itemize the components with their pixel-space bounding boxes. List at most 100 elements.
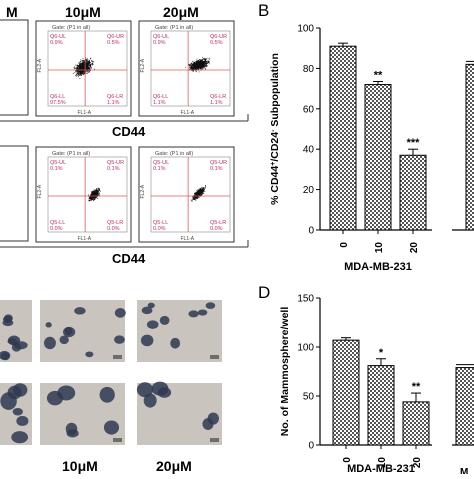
col-label-0: M (6, 4, 18, 20)
scatter-dot (97, 190, 99, 192)
scatter-dot (199, 189, 201, 191)
scatter-dot (191, 66, 193, 67)
scatter-dot (198, 61, 199, 62)
y-axis-label-part: - (270, 129, 277, 132)
plot-ylabel: FL2-A (140, 184, 146, 198)
scatter-dot (195, 61, 197, 63)
scatter-dot (98, 194, 100, 196)
quad-ur-value: 0.5% (210, 40, 223, 46)
mammosphere-blob (207, 412, 219, 425)
y-tick-label: 20 (303, 185, 315, 196)
scatter-dot (197, 193, 199, 195)
scatter-dot (80, 59, 82, 61)
scatter-dot (90, 195, 92, 196)
scatter-dot (91, 196, 93, 198)
scatter-dot (196, 65, 198, 67)
scatter-dot (195, 192, 196, 194)
scatter-dot (94, 191, 96, 192)
mammosphere-blob (197, 309, 208, 316)
scatter-dot (80, 68, 82, 70)
quad-ur-label: Q6-UR (107, 34, 124, 40)
scatter-dot (93, 199, 95, 201)
scatter-dot (198, 66, 200, 68)
scatter-dot (86, 62, 87, 64)
scatter-dot (197, 67, 199, 69)
scatter-dot (86, 64, 88, 66)
scatter-dot (78, 65, 80, 67)
scatter-dot (203, 62, 205, 64)
scatter-dot (203, 61, 205, 63)
scatter-dot (197, 60, 198, 62)
scatter-dot (80, 75, 82, 76)
scatter-dot (76, 68, 77, 70)
scatter-dot (201, 68, 203, 70)
scatter-dot (83, 74, 85, 76)
scatter-dot (196, 66, 198, 68)
scatter-dot (88, 198, 90, 200)
y-axis-label-part: + (270, 162, 277, 166)
scatter-dot (200, 194, 201, 196)
scatter-dot (200, 64, 202, 66)
scatter-dot (88, 65, 89, 66)
scatter-dot (77, 65, 79, 67)
scatter-dot (198, 61, 200, 63)
scatter-dot (82, 66, 84, 67)
scatter-dot (97, 194, 99, 196)
scatter-dot (80, 67, 82, 69)
scatter-dot (190, 65, 191, 67)
scatter-dot (83, 63, 85, 65)
scatter-dot (199, 62, 201, 63)
scatter-dot (207, 65, 209, 67)
scatter-dot (198, 194, 200, 196)
scatter-dot (86, 60, 87, 62)
scatter-dot (96, 189, 97, 191)
scatter-dot (84, 66, 86, 68)
scatter-dot (94, 189, 96, 191)
scatter-dot (198, 63, 200, 65)
scatter-dot (87, 72, 88, 74)
scatter-dot (201, 65, 203, 67)
scatter-dot (200, 191, 202, 193)
scatter-dot (196, 68, 198, 70)
scatter-dot (95, 190, 97, 192)
scatter-dot (199, 65, 200, 67)
scatter-dot (84, 62, 85, 64)
scatter-dot (87, 63, 89, 65)
plot-ylabel: FL2-A (37, 184, 43, 198)
scatter-dot (203, 60, 205, 62)
scatter-dot (188, 65, 190, 66)
scatter-dot (207, 60, 209, 62)
scatter-dot (203, 190, 205, 192)
scatter-dot (78, 76, 80, 78)
scatter-dot (81, 73, 83, 74)
scatter-dot (197, 68, 199, 70)
scatter-dot (89, 66, 91, 67)
scatter-dot (78, 73, 79, 75)
scatter-dot (89, 62, 91, 64)
scatter-dot (83, 72, 85, 74)
scatter-dot (202, 188, 204, 190)
scatter-dot (95, 192, 96, 194)
scatter-dot (98, 193, 100, 194)
scatter-dot (86, 68, 88, 70)
photo-col-label-1: 20μM (156, 458, 192, 474)
plot-gate-text: Gate: (P1 in all) (52, 151, 90, 157)
scatter-dot (93, 191, 95, 193)
scatter-dot (92, 199, 94, 200)
scatter-dot (198, 197, 200, 198)
scatter-dot (81, 63, 83, 65)
scatter-dot (81, 60, 83, 61)
scatter-dot (199, 62, 201, 64)
scatter-dot (204, 66, 205, 68)
scatter-dot (194, 65, 196, 66)
scatter-dot (86, 70, 88, 72)
panel-d: D 0 50 100 150 0 * 10 ** 20 M MDA-MB-231 No. of Mamm… (258, 283, 474, 478)
scatter-dot (92, 196, 93, 198)
scatter-dot (193, 66, 195, 67)
scatter-dot (84, 60, 85, 62)
scatter-dot (207, 61, 209, 63)
scatter-dot (202, 192, 204, 194)
plot-inner-frame (47, 156, 128, 233)
scatter-dot (91, 199, 93, 201)
scatter-dot (191, 68, 193, 69)
